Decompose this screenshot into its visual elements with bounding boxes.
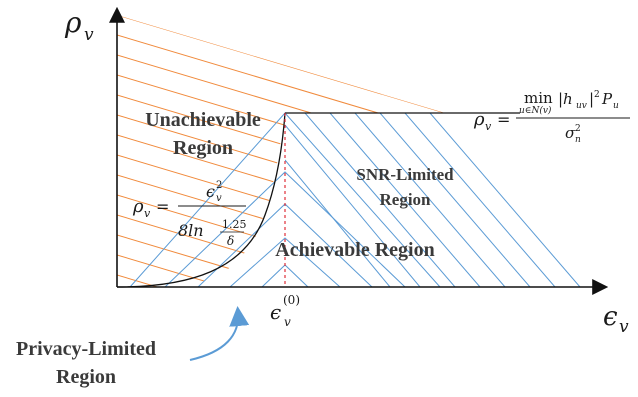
svg-text:ρ: ρ bbox=[473, 109, 485, 130]
x-axis-label-sub: v bbox=[619, 317, 629, 337]
privacy-region-label-1: Privacy-Limited bbox=[16, 338, 156, 360]
svg-text:|h: |h bbox=[558, 90, 573, 108]
svg-text:uv: uv bbox=[576, 101, 587, 111]
svg-text:(0): (0) bbox=[283, 293, 300, 307]
privacy-equation: ρ v = ϵ 2 v 8ln 1.25 δ bbox=[132, 180, 247, 248]
svg-text:v: v bbox=[216, 193, 222, 204]
snr-region-label-1: SNR-Limited bbox=[356, 165, 454, 184]
achievable-region-label: Achievable Region bbox=[275, 239, 434, 261]
snr-region-label-2: Region bbox=[380, 190, 432, 209]
svg-text:v: v bbox=[284, 315, 291, 329]
svg-text:2: 2 bbox=[216, 180, 222, 191]
svg-text:u: u bbox=[613, 101, 619, 111]
svg-text:n: n bbox=[575, 135, 581, 145]
svg-text:8ln: 8ln bbox=[178, 221, 204, 240]
x-axis-label: ϵ bbox=[603, 302, 618, 332]
unachievable-label-1: Unachievable bbox=[145, 109, 261, 131]
privacy-pointer-arrow bbox=[189, 306, 250, 361]
svg-text:σ: σ bbox=[565, 124, 576, 142]
svg-text:v: v bbox=[144, 207, 151, 220]
epsilon0-label: ϵ v (0) bbox=[270, 293, 300, 329]
svg-text:1.25: 1.25 bbox=[222, 218, 247, 231]
y-axis-label-sub: v bbox=[84, 25, 94, 45]
svg-text:2: 2 bbox=[575, 124, 581, 134]
y-axis-label: ρ bbox=[64, 6, 82, 39]
svg-text:P: P bbox=[601, 90, 613, 108]
svg-text:=: = bbox=[156, 197, 169, 216]
svg-text:δ: δ bbox=[227, 234, 234, 248]
unachievable-label-2: Region bbox=[173, 137, 233, 159]
privacy-curve bbox=[116, 112, 286, 288]
svg-text:min: min bbox=[524, 89, 553, 107]
svg-text:ϵ: ϵ bbox=[270, 300, 281, 324]
svg-text:ϵ: ϵ bbox=[206, 182, 215, 201]
privacy-region-label-2: Region bbox=[56, 366, 116, 388]
svg-text:2: 2 bbox=[594, 90, 600, 100]
svg-text:u∈N(v): u∈N(v) bbox=[519, 105, 552, 116]
svg-text:|: | bbox=[589, 90, 594, 108]
snr-equation: ρ v = min u∈N(v) |h uv | 2 P u σ 2 n bbox=[473, 89, 630, 145]
svg-text:ρ: ρ bbox=[132, 196, 144, 217]
svg-text:v: v bbox=[485, 120, 492, 133]
svg-text:=: = bbox=[497, 110, 510, 129]
